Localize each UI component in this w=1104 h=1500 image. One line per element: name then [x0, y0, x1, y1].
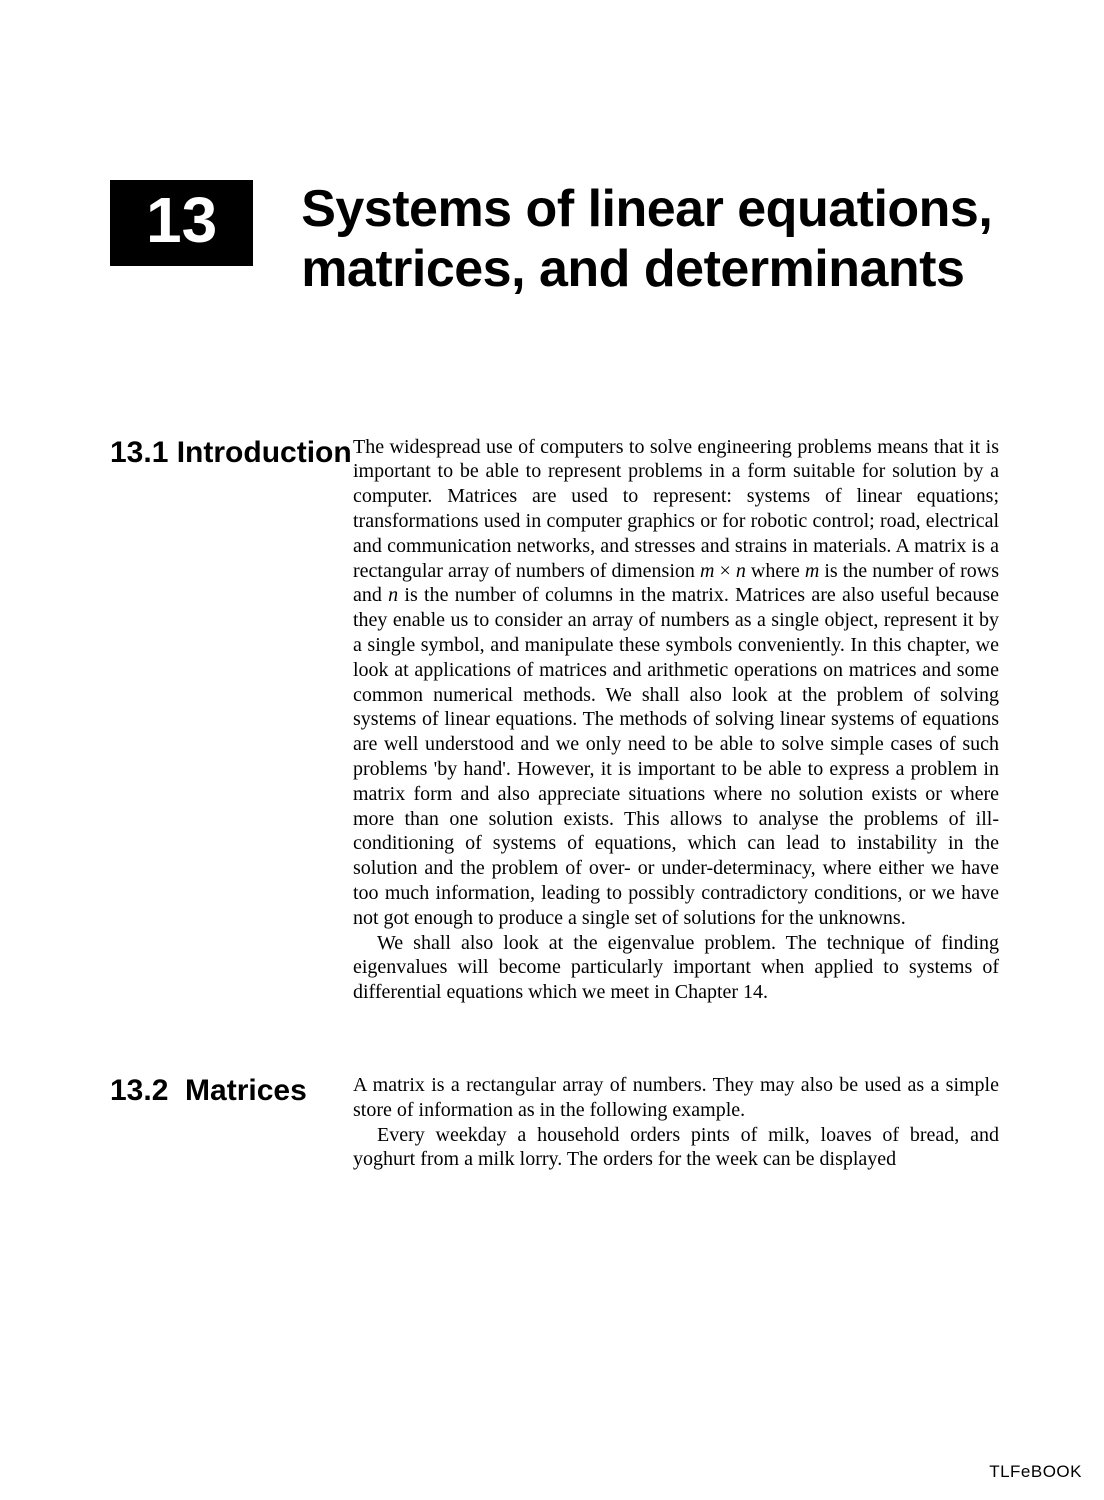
paragraph: The widespread use of computers to solve… — [353, 435, 999, 931]
chapter-header: 13 Systems of linear equations, matrices… — [110, 180, 999, 300]
chapter-number: 13 — [146, 184, 217, 256]
paragraph: We shall also look at the eigenvalue pro… — [353, 931, 999, 1005]
section-body: A matrix is a rectangular array of numbe… — [353, 1073, 999, 1172]
paragraph: Every weekday a household orders pints o… — [353, 1123, 999, 1173]
chapter-title: Systems of linear equations, matrices, a… — [301, 180, 999, 300]
section-matrices: 13.2 Matrices A matrix is a rectangular … — [110, 1073, 999, 1172]
chapter-number-box: 13 — [110, 180, 253, 266]
section-introduction: 13.1 Introduction The widespread use of … — [110, 435, 999, 1005]
paragraph: A matrix is a rectangular array of numbe… — [353, 1073, 999, 1123]
section-body: The widespread use of computers to solve… — [353, 435, 999, 1005]
section-heading: 13.1 Introduction — [110, 435, 353, 471]
section-heading: 13.2 Matrices — [110, 1073, 353, 1109]
section-heading-text: 13.2 Matrices — [110, 1074, 307, 1107]
footer-tag: TLFeBOOK — [989, 1462, 1082, 1482]
section-heading-text: 13.1 Introduction — [110, 436, 352, 469]
page: 13 Systems of linear equations, matrices… — [0, 0, 1104, 1172]
